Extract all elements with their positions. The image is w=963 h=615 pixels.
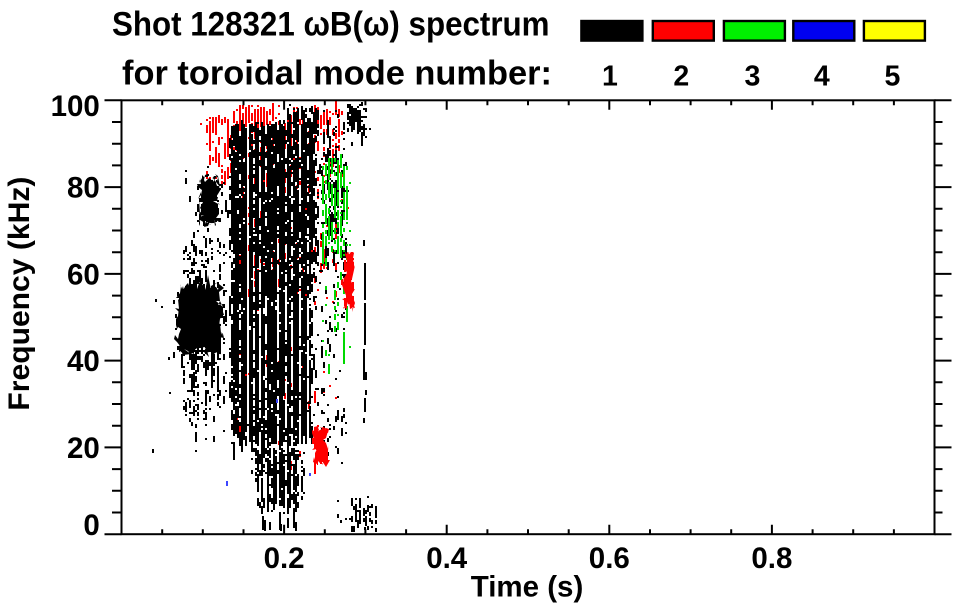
svg-text:1: 1 <box>602 60 618 92</box>
svg-text:5: 5 <box>884 60 900 92</box>
svg-text:20: 20 <box>67 432 100 465</box>
svg-text:Time (s): Time (s) <box>471 570 584 603</box>
svg-text:0: 0 <box>83 509 99 542</box>
svg-text:0.2: 0.2 <box>264 542 305 575</box>
svg-text:40: 40 <box>67 345 100 378</box>
svg-text:Frequency (kHz): Frequency (kHz) <box>3 177 36 411</box>
svg-text:100: 100 <box>51 90 100 123</box>
svg-text:3: 3 <box>744 60 760 92</box>
svg-text:4: 4 <box>814 60 830 92</box>
svg-text:0.6: 0.6 <box>589 542 630 575</box>
svg-text:2: 2 <box>673 60 689 92</box>
svg-text:0.8: 0.8 <box>751 542 792 575</box>
svg-text:Shot 128321 ωB(ω) spectrum: Shot 128321 ωB(ω) spectrum <box>112 6 550 44</box>
svg-text:0.4: 0.4 <box>426 542 468 575</box>
svg-text:80: 80 <box>67 172 100 205</box>
svg-text:for toroidal mode number:: for toroidal mode number: <box>122 54 552 92</box>
svg-text:60: 60 <box>67 258 100 291</box>
